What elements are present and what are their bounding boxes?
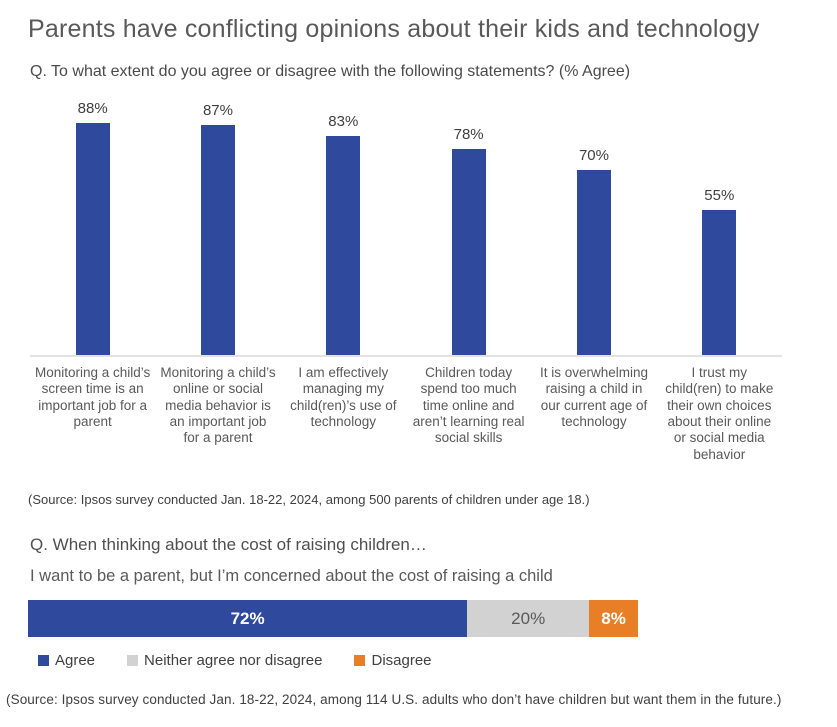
bar-column: 78% [406, 91, 531, 355]
bar-value-label: 88% [77, 99, 108, 117]
bar-chart-plot-area: 88% 87% 83% 78% 70% 55% [30, 91, 782, 357]
chart2-statement: I want to be a parent, but I’m concerned… [30, 567, 553, 585]
bar [75, 122, 110, 355]
page-title: Parents have conflicting opinions about … [28, 15, 760, 43]
legend-label: Agree [55, 652, 96, 669]
bar-column: 55% [657, 91, 782, 355]
legend-item: Neither agree nor disagree [127, 652, 322, 669]
legend-label: Disagree [371, 652, 432, 669]
bar [576, 170, 611, 355]
legend-item: Disagree [354, 652, 432, 669]
chart2-question: Q. When thinking about the cost of raisi… [30, 535, 427, 554]
legend-label: Neither agree nor disagree [144, 652, 323, 669]
bar [200, 125, 235, 355]
legend-item: Agree [38, 652, 95, 669]
bar-category-label: It is overwhelming raising a child in ou… [539, 365, 648, 429]
bar-column: 87% [155, 91, 280, 355]
bar-value-label: 55% [704, 186, 735, 204]
bar-column: 83% [281, 91, 406, 355]
bar-value-label: 87% [202, 102, 233, 120]
bar-value-label: 70% [578, 147, 609, 165]
legend-swatch-icon [127, 655, 139, 666]
bar-value-label: 78% [453, 126, 484, 144]
bar-chart-category-labels: Monitoring a child’s screen time is an i… [30, 365, 782, 483]
bar-category-label: Monitoring a child’s screen time is an i… [35, 365, 151, 429]
bar [702, 209, 737, 355]
bar-value-label: 83% [328, 112, 359, 130]
bar-category-label: I am effectively managing my child(ren)’… [290, 365, 397, 429]
legend: Agree Neither agree nor disagree Disagree [38, 652, 837, 669]
bar-column: 88% [30, 91, 155, 355]
bar-category-label: Monitoring a child’s online or social me… [160, 365, 276, 446]
stacked-segment-neither-agree-nor-disagree: 20% [467, 600, 590, 637]
bar-category-label: I trust my child(ren) to make their own … [665, 365, 774, 462]
legend-swatch-icon [354, 655, 366, 666]
slide: Parents have conflicting opinions about … [0, 15, 837, 727]
stacked-segment-disagree: 8% [589, 600, 638, 637]
chart1-source: (Source: Ipsos survey conducted Jan. 18-… [28, 492, 590, 507]
stacked-segment-agree: 72% [28, 600, 468, 637]
chart2-source: (Source: Ipsos survey conducted Jan. 18-… [6, 692, 782, 707]
chart1-question: Q. To what extent do you agree or disagr… [30, 63, 631, 80]
stacked-bar-chart: 72% 20% 8% [28, 600, 837, 637]
bar-column: 70% [531, 91, 656, 355]
bar-category-label: Children today spend too much time onlin… [412, 365, 525, 446]
legend-swatch-icon [38, 655, 49, 666]
bar [326, 135, 361, 355]
bar [451, 149, 486, 355]
